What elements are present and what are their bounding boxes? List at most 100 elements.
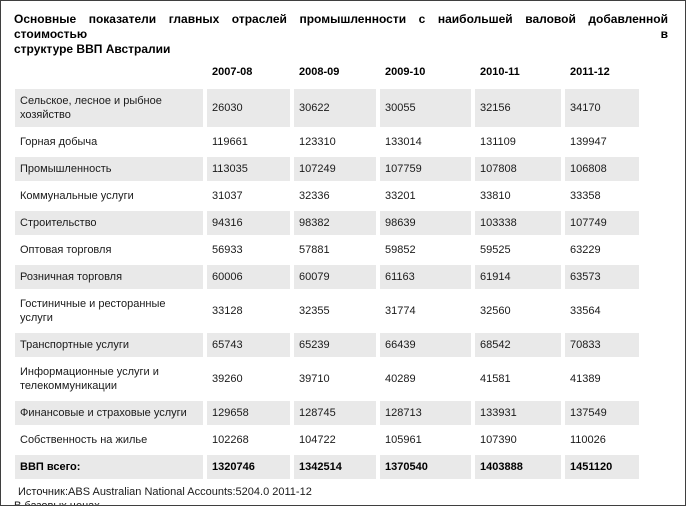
value-cell: 107808 [475, 157, 561, 181]
year-header: 2009-10 [380, 62, 471, 86]
value-cell: 33201 [380, 184, 471, 208]
value-cell: 110026 [565, 428, 639, 452]
table-row: Горная добыча 119661 123310 133014 13110… [15, 130, 639, 154]
title-line-1: Основные показатели главных отраслей про… [14, 12, 668, 41]
value-cell: 1342514 [294, 455, 376, 479]
value-cell: 98639 [380, 211, 471, 235]
value-cell: 63229 [565, 238, 639, 262]
data-table: 2007-08 2008-09 2009-10 2010-11 2011-12 … [11, 59, 643, 482]
value-cell: 57881 [294, 238, 376, 262]
year-header: 2011-12 [565, 62, 639, 86]
table-row: Промышленность 113035 107249 107759 1078… [15, 157, 639, 181]
value-cell: 128713 [380, 401, 471, 425]
row-label-cell: Информационные услуги и телекоммуникации [15, 360, 203, 398]
empty-header-cell [15, 62, 203, 86]
value-cell: 107249 [294, 157, 376, 181]
value-cell: 33128 [207, 292, 290, 330]
value-cell: 131109 [475, 130, 561, 154]
value-cell: 56933 [207, 238, 290, 262]
value-cell: 119661 [207, 130, 290, 154]
row-label-cell: ВВП всего: [15, 455, 203, 479]
year-header: 2008-09 [294, 62, 376, 86]
value-cell: 32336 [294, 184, 376, 208]
value-cell: 94316 [207, 211, 290, 235]
row-label-cell: Розничная торговля [15, 265, 203, 289]
table-row: Гостиничные и ресторанные услуги 33128 3… [15, 292, 639, 330]
value-cell: 133931 [475, 401, 561, 425]
value-cell: 32355 [294, 292, 376, 330]
value-cell: 1370540 [380, 455, 471, 479]
value-cell: 60006 [207, 265, 290, 289]
table-row-total: ВВП всего: 1320746 1342514 1370540 14038… [15, 455, 639, 479]
value-cell: 41581 [475, 360, 561, 398]
value-cell: 61163 [380, 265, 471, 289]
table-row: Информационные услуги и телекоммуникации… [15, 360, 639, 398]
value-cell: 65743 [207, 333, 290, 357]
value-cell: 113035 [207, 157, 290, 181]
value-cell: 60079 [294, 265, 376, 289]
value-cell: 129658 [207, 401, 290, 425]
table-row: Строительство 94316 98382 98639 103338 1… [15, 211, 639, 235]
value-cell: 107749 [565, 211, 639, 235]
table-row: Собственность на жилье 102268 104722 105… [15, 428, 639, 452]
table-row: Коммунальные услуги 31037 32336 33201 33… [15, 184, 639, 208]
document-title: Основные показатели главных отраслей про… [14, 12, 668, 57]
value-cell: 33810 [475, 184, 561, 208]
value-cell: 68542 [475, 333, 561, 357]
row-label-cell: Собственность на жилье [15, 428, 203, 452]
year-header-row: 2007-08 2008-09 2009-10 2010-11 2011-12 [15, 62, 639, 86]
value-cell: 104722 [294, 428, 376, 452]
value-cell: 61914 [475, 265, 561, 289]
value-cell: 32156 [475, 89, 561, 127]
row-label-cell: Строительство [15, 211, 203, 235]
value-cell: 39260 [207, 360, 290, 398]
value-cell: 26030 [207, 89, 290, 127]
value-cell: 1320746 [207, 455, 290, 479]
value-cell: 33564 [565, 292, 639, 330]
value-cell: 33358 [565, 184, 639, 208]
table-row: Сельское, лесное и рыбное хозяйство 2603… [15, 89, 639, 127]
value-cell: 63573 [565, 265, 639, 289]
value-cell: 59852 [380, 238, 471, 262]
year-header: 2007-08 [207, 62, 290, 86]
value-cell: 1451120 [565, 455, 639, 479]
value-cell: 70833 [565, 333, 639, 357]
value-cell: 31774 [380, 292, 471, 330]
value-cell: 30622 [294, 89, 376, 127]
price-basis-note: В базовых ценах [14, 500, 100, 506]
value-cell: 123310 [294, 130, 376, 154]
table-row: Розничная торговля 60006 60079 61163 619… [15, 265, 639, 289]
value-cell: 39710 [294, 360, 376, 398]
row-label-cell: Транспортные услуги [15, 333, 203, 357]
source-note: Источник:ABS Australian National Account… [18, 486, 312, 498]
row-label-cell: Горная добыча [15, 130, 203, 154]
value-cell: 34170 [565, 89, 639, 127]
value-cell: 66439 [380, 333, 471, 357]
table-row: Транспортные услуги 65743 65239 66439 68… [15, 333, 639, 357]
value-cell: 106808 [565, 157, 639, 181]
value-cell: 107390 [475, 428, 561, 452]
value-cell: 65239 [294, 333, 376, 357]
value-cell: 41389 [565, 360, 639, 398]
row-label-cell: Оптовая торговля [15, 238, 203, 262]
row-label-cell: Промышленность [15, 157, 203, 181]
value-cell: 98382 [294, 211, 376, 235]
table-row: Оптовая торговля 56933 57881 59852 59525… [15, 238, 639, 262]
value-cell: 139947 [565, 130, 639, 154]
value-cell: 128745 [294, 401, 376, 425]
table-row: Финансовые и страховые услуги 129658 128… [15, 401, 639, 425]
value-cell: 32560 [475, 292, 561, 330]
value-cell: 137549 [565, 401, 639, 425]
value-cell: 102268 [207, 428, 290, 452]
row-label-cell: Гостиничные и ресторанные услуги [15, 292, 203, 330]
value-cell: 59525 [475, 238, 561, 262]
year-header: 2010-11 [475, 62, 561, 86]
value-cell: 133014 [380, 130, 471, 154]
title-line-2: структуре ВВП Австралии [14, 42, 171, 56]
row-label-cell: Сельское, лесное и рыбное хозяйство [15, 89, 203, 127]
row-label-cell: Финансовые и страховые услуги [15, 401, 203, 425]
value-cell: 1403888 [475, 455, 561, 479]
value-cell: 107759 [380, 157, 471, 181]
value-cell: 31037 [207, 184, 290, 208]
